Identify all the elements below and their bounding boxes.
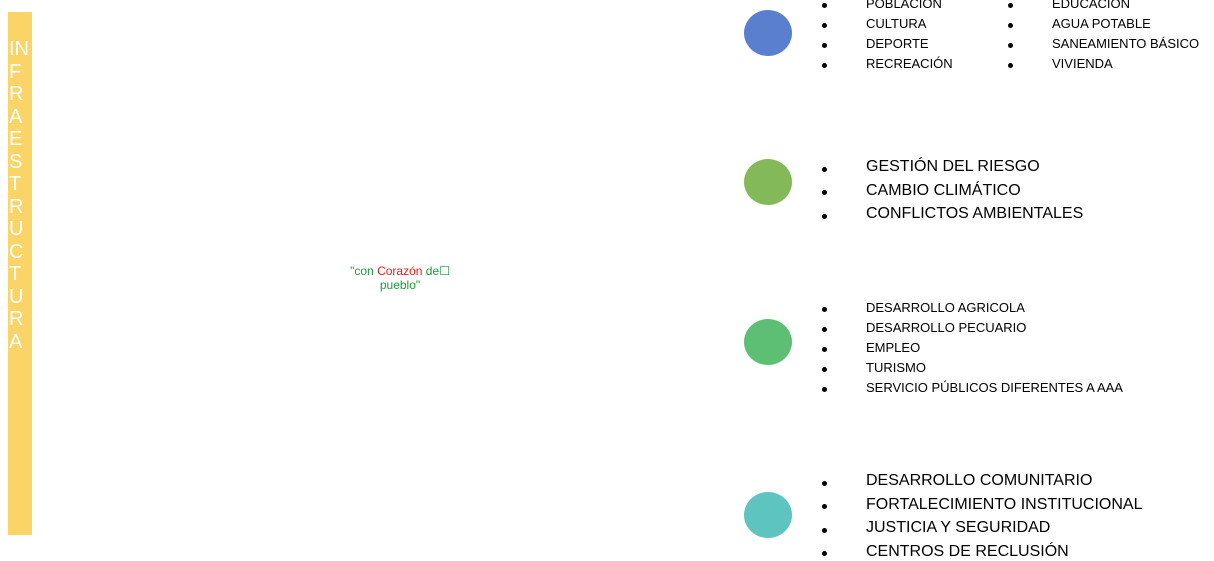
list-item: EMPLEO <box>866 340 921 355</box>
circle <box>744 319 792 365</box>
sidebar-text: INFRAESTRUCTURA <box>9 38 29 353</box>
slogan-part: pueblo" <box>379 278 421 292</box>
list-item: CONFLICTOS AMBIENTALES <box>866 205 1084 222</box>
bullet <box>822 213 827 219</box>
slogan-part: de☐ <box>425 264 450 278</box>
bullet <box>822 23 827 29</box>
list-item: SERVICIO PÚBLICOS DIFERENTES A AAA <box>866 380 1123 395</box>
bullet <box>822 480 827 486</box>
bullet <box>1008 3 1013 9</box>
bullet <box>822 347 827 353</box>
list-item: CENTROS DE RECLUSIÓN <box>866 542 1069 560</box>
list-item: POBLACIÓN <box>866 0 942 11</box>
slogan-part: Corazón <box>377 264 423 278</box>
bullet <box>822 190 827 196</box>
sidebar: INFRAESTRUCTURA <box>8 12 32 535</box>
list-item: FORTALECIMIENTO INSTITUCIONAL <box>866 495 1143 513</box>
bullet <box>822 43 827 49</box>
list-item: EDUCACIÓN <box>1052 0 1131 11</box>
bullet <box>822 307 827 313</box>
list-item: DESARROLLO AGRICOLA <box>866 300 1025 315</box>
circle <box>744 159 792 205</box>
list-item: DESARROLLO PECUARIO <box>866 320 1027 335</box>
list-item: CAMBIO CLIMÁTICO <box>866 181 1021 199</box>
bullet <box>822 367 827 373</box>
list-item: DESARROLLO COMUNITARIO <box>866 472 1093 489</box>
bullet <box>1008 63 1013 69</box>
circle <box>744 10 792 56</box>
bullet <box>822 3 827 9</box>
bullet <box>822 387 827 393</box>
bullet <box>822 527 827 533</box>
list-item: VIVIENDA <box>1052 56 1113 71</box>
bullet <box>822 63 827 69</box>
list-item: TURISMO <box>866 360 926 375</box>
bullet <box>822 551 827 557</box>
list-item: RECREACIÓN <box>866 56 953 71</box>
list-item: AGUA POTABLE <box>1052 16 1151 31</box>
slogan: "con Corazón de☐ pueblo" <box>330 264 470 292</box>
bullet <box>1008 23 1013 29</box>
slogan-part: "con <box>350 264 374 278</box>
list-item: DEPORTE <box>866 36 929 51</box>
circle <box>744 492 792 538</box>
bullet <box>822 166 827 172</box>
list-item: GESTIÓN DEL RIESGO <box>866 158 1040 175</box>
list-item: CULTURA <box>866 16 927 31</box>
bullet <box>822 327 827 333</box>
bullet <box>1008 43 1013 49</box>
list-item: JUSTICIA Y SEGURIDAD <box>866 519 1051 536</box>
bullet <box>822 504 827 510</box>
list-item: SANEAMIENTO BÁSICO <box>1052 36 1200 51</box>
